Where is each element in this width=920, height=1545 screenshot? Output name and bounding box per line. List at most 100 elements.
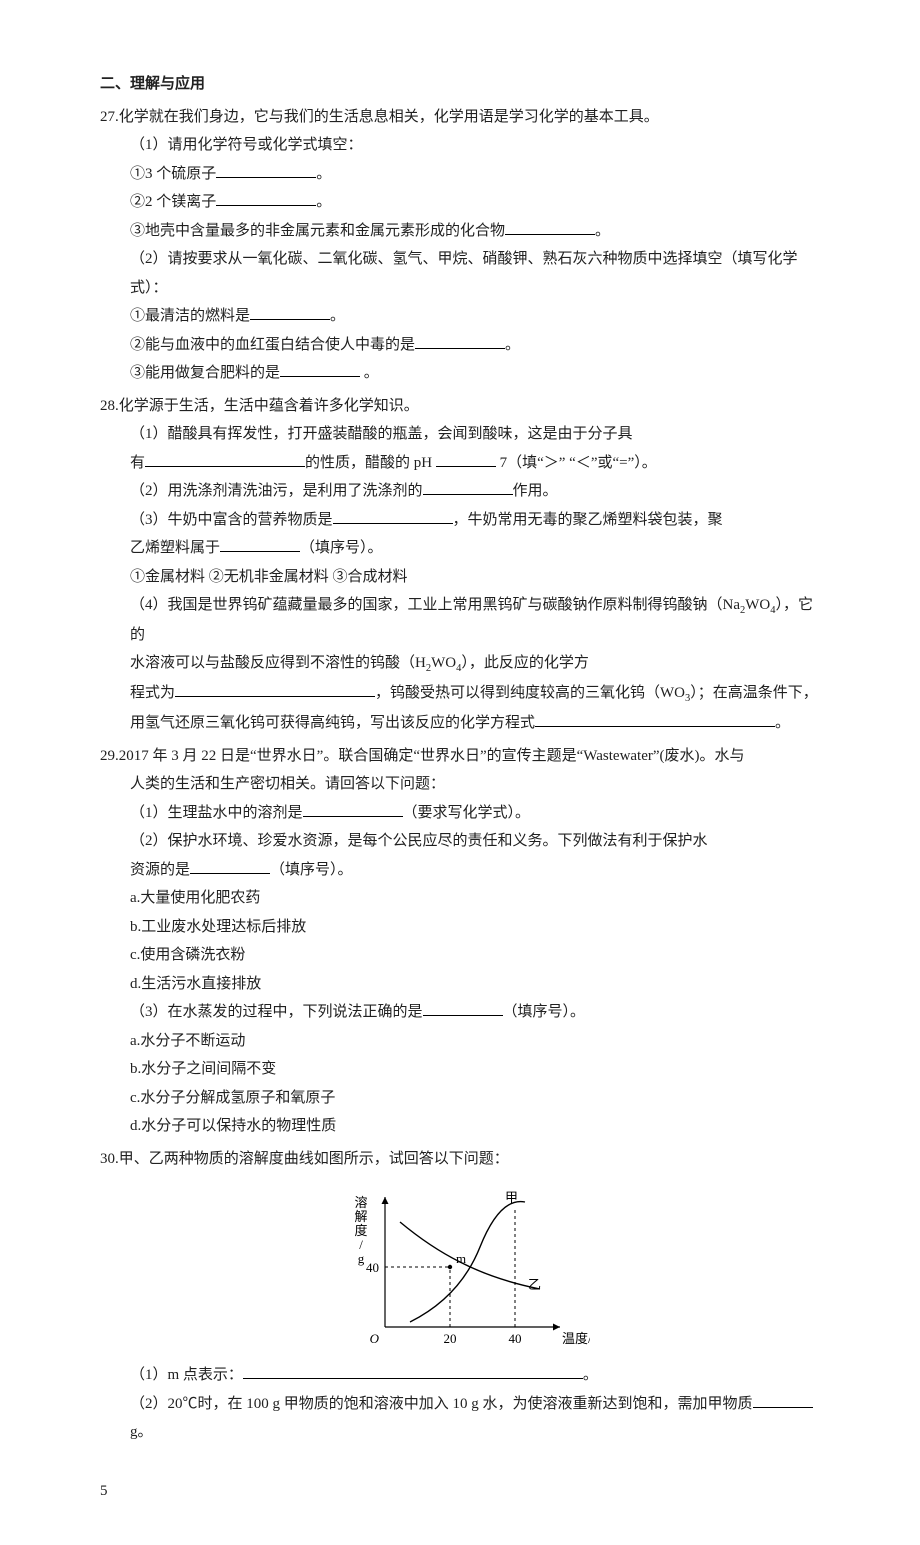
q30-2: （2）20℃时，在 100 g 甲物质的饱和溶液中加入 10 g 水，为使溶液重… <box>100 1390 820 1447</box>
q28-3a: （3）牛奶中富含的营养物质是 ，牛奶常用无毒的聚乙烯塑料袋包装，聚 <box>100 506 820 535</box>
text: 作用。 <box>513 483 558 499</box>
q29-3-b: b.水分子之间间隔不变 <box>100 1055 820 1084</box>
text: ），此反应的化学方 <box>461 655 589 671</box>
blank <box>423 1000 503 1016</box>
blank <box>436 451 496 467</box>
text: 。 <box>360 365 379 381</box>
text: ③地壳中含量最多的非金属元素和金属元素形成的化合物 <box>130 223 505 239</box>
question-30: 30.甲、乙两种物质的溶解度曲线如图所示，试回答以下问题： 溶解度/gO2040… <box>100 1145 820 1447</box>
blank <box>216 190 316 206</box>
q27-2-2: ②能与血液中的血红蛋白结合使人中毒的是 。 <box>100 331 820 360</box>
q27-2b: 式）： <box>100 274 820 303</box>
svg-text:温度/℃: 温度/℃ <box>562 1331 590 1346</box>
q29-head2: 人类的生活和生产密切相关。请回答以下问题： <box>100 770 820 799</box>
page-number: 5 <box>100 1477 820 1506</box>
q27-1: （1）请用化学符号或化学式填空： <box>100 131 820 160</box>
q29-3-a: a.水分子不断运动 <box>100 1027 820 1056</box>
blank <box>243 1363 583 1379</box>
text: 。 <box>316 194 331 210</box>
text: 。 <box>316 166 331 182</box>
text: g。 <box>130 1424 153 1440</box>
text: （2）20℃时，在 100 g 甲物质的饱和溶液中加入 10 g 水，为使溶液重… <box>130 1396 753 1412</box>
q29-3: （3）在水蒸发的过程中，下列说法正确的是 （填序号）。 <box>100 998 820 1027</box>
blank <box>423 479 513 495</box>
q29-1: （1）生理盐水中的溶剂是 （要求写化学式）。 <box>100 799 820 828</box>
text: 7（填“＞” “＜”或“=”）。 <box>496 455 657 471</box>
q28-2: （2）用洗涤剂清洗油污，是利用了洗涤剂的作用。 <box>100 477 820 506</box>
blank <box>175 681 375 697</box>
svg-text:m: m <box>456 1251 466 1266</box>
svg-text:40: 40 <box>366 1260 379 1275</box>
text: 的性质，醋酸的 pH <box>305 455 436 471</box>
q27-2a: （2）请按要求从一氧化碳、二氧化碳、氢气、甲烷、硝酸钾、熟石灰六种物质中选择填空… <box>100 245 820 274</box>
text: （3）在水蒸发的过程中，下列说法正确的是 <box>130 1004 423 1020</box>
blank <box>250 304 330 320</box>
text: 用氢气还原三氧化钨可获得高纯钨，写出该反应的化学方程式 <box>130 715 535 731</box>
text: 。 <box>595 223 610 239</box>
section-title: 二、理解与应用 <box>100 70 820 99</box>
q29-2-c: c.使用含磷洗衣粉 <box>100 941 820 970</box>
solubility-chart-svg: 溶解度/gO204040温度/℃m甲乙 <box>330 1177 590 1357</box>
q30-1: （1）m 点表示： 。 <box>100 1361 820 1390</box>
svg-text:度: 度 <box>354 1223 367 1238</box>
q28-1a: （1）醋酸具有挥发性，打开盛装醋酸的瓶盖，会闻到酸味，这是由于分子具 <box>100 420 820 449</box>
solubility-chart: 溶解度/gO204040温度/℃m甲乙 <box>100 1177 820 1357</box>
svg-text:/: / <box>359 1237 363 1252</box>
q27-1-2: ②2 个镁离子 。 <box>100 188 820 217</box>
blank <box>505 219 595 235</box>
q27-2-3: ③能用做复合肥料的是 。 <box>100 359 820 388</box>
q29-2-d: d.生活污水直接排放 <box>100 970 820 999</box>
q29-2a: （2）保护水环境、珍爱水资源，是每个公民应尽的责任和义务。下列做法有利于保护水 <box>100 827 820 856</box>
text: 。 <box>505 337 520 353</box>
q30-head: 30.甲、乙两种物质的溶解度曲线如图所示，试回答以下问题： <box>100 1145 820 1174</box>
q28-4a: （4）我国是世界钨矿蕴藏量最多的国家，工业上常用黑钨矿与碳酸钠作原料制得钨酸钠（… <box>100 591 820 649</box>
q28-4b: 水溶液可以与盐酸反应得到不溶性的钨酸（H2WO4），此反应的化学方 <box>100 649 820 679</box>
text: （1）m 点表示： <box>130 1367 243 1383</box>
q29-3-c: c.水分子分解成氢原子和氧原子 <box>100 1084 820 1113</box>
svg-text:乙: 乙 <box>528 1277 541 1292</box>
text: （1）生理盐水中的溶剂是 <box>130 805 303 821</box>
q29-2-b: b.工业废水处理达标后排放 <box>100 913 820 942</box>
q29-2-a: a.大量使用化肥农药 <box>100 884 820 913</box>
q27-2-1: ①最清洁的燃料是 。 <box>100 302 820 331</box>
question-27: 27.化学就在我们身边，它与我们的生活息息相关，化学用语是学习化学的基本工具。 … <box>100 103 820 388</box>
blank <box>333 508 453 524</box>
blank <box>280 361 360 377</box>
text: （要求写化学式）。 <box>403 805 531 821</box>
question-28: 28.化学源于生活，生活中蕴含着许多化学知识。 （1）醋酸具有挥发性，打开盛装醋… <box>100 392 820 738</box>
q29-head: 29.2017 年 3 月 22 日是“世界水日”。联合国确定“世界水日”的宣传… <box>100 742 820 771</box>
blank <box>220 536 300 552</box>
q28-4c: 程式为，钨酸受热可以得到纯度较高的三氧化钨（WO3）；在高温条件下， <box>100 679 820 709</box>
text: ）；在高温条件下， <box>690 685 818 701</box>
text: WO <box>745 597 770 613</box>
blank <box>415 333 505 349</box>
text: （填序号）。 <box>300 540 383 556</box>
text: （填序号）。 <box>503 1004 586 1020</box>
question-29: 29.2017 年 3 月 22 日是“世界水日”。联合国确定“世界水日”的宣传… <box>100 742 820 1141</box>
text: ①3 个硫原子 <box>130 166 216 182</box>
text: 资源的是 <box>130 862 190 878</box>
text: WO <box>431 655 456 671</box>
text: （填序号）。 <box>270 862 353 878</box>
svg-text:溶: 溶 <box>354 1195 367 1210</box>
text: ①最清洁的燃料是 <box>130 308 250 324</box>
text: ，牛奶常用无毒的聚乙烯塑料袋包装，聚 <box>453 512 723 528</box>
text: 。 <box>583 1367 598 1383</box>
text: 有 <box>130 455 145 471</box>
blank <box>145 451 305 467</box>
text: ②能与血液中的血红蛋白结合使人中毒的是 <box>130 337 415 353</box>
text: ，钨酸受热可以得到纯度较高的三氧化钨（WO <box>375 685 685 701</box>
text: 。 <box>330 308 345 324</box>
text: （3）牛奶中富含的营养物质是 <box>130 512 333 528</box>
q29-3-d: d.水分子可以保持水的物理性质 <box>100 1112 820 1141</box>
svg-text:甲: 甲 <box>505 1190 518 1205</box>
text: ③能用做复合肥料的是 <box>130 365 280 381</box>
blank <box>190 858 270 874</box>
q29-2b: 资源的是 （填序号）。 <box>100 856 820 885</box>
blank <box>303 801 403 817</box>
text: ②2 个镁离子 <box>130 194 216 210</box>
blank <box>753 1392 813 1408</box>
text: 乙烯塑料属于 <box>130 540 220 556</box>
svg-text:g: g <box>358 1251 365 1266</box>
q27-head: 27.化学就在我们身边，它与我们的生活息息相关，化学用语是学习化学的基本工具。 <box>100 103 820 132</box>
